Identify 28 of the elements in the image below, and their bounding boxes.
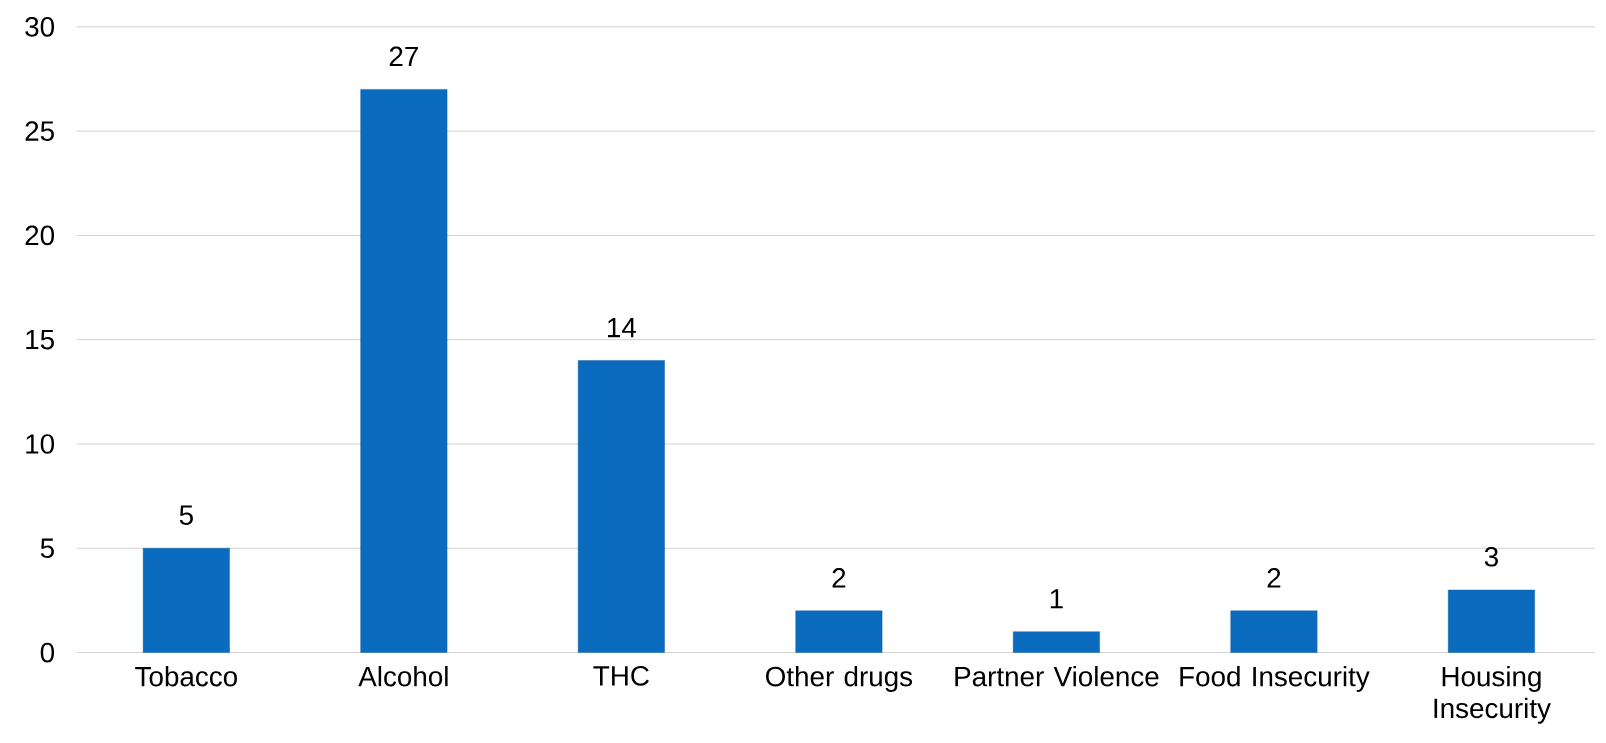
y-tick-label: 15 (26, 330, 54, 350)
data-label: 14 (608, 318, 637, 338)
x-tick-label: Alcohol (358, 666, 448, 687)
bar (360, 89, 448, 653)
bar (577, 360, 665, 653)
x-tick-label: Housing Insecurity (1434, 666, 1551, 724)
x-tick-label: Other drugs (766, 666, 913, 692)
data-label: 1 (1050, 589, 1063, 609)
y-tick-label: 30 (25, 17, 55, 37)
bar (142, 548, 230, 653)
x-tick-label: Food Insecurity (1180, 666, 1370, 692)
y-tick-label: 25 (25, 121, 54, 141)
bar (1230, 610, 1318, 653)
x-tick-label: Partner Violence (955, 666, 1159, 687)
bar (795, 610, 883, 653)
y-tick-label: 5 (40, 538, 54, 558)
data-label: 27 (389, 46, 418, 67)
bar (1013, 631, 1100, 653)
x-tick-label: THC (593, 666, 649, 686)
data-label: 2 (832, 568, 846, 588)
y-tick-label: 20 (25, 225, 55, 246)
data-label: 2 (1267, 568, 1281, 588)
data-label: 3 (1484, 546, 1498, 567)
bar (1448, 589, 1535, 653)
x-tick-label: Tobacco (135, 666, 237, 687)
data-label: 5 (179, 505, 193, 525)
y-tick-label: 10 (26, 434, 55, 454)
y-tick-label: 0 (40, 642, 55, 663)
